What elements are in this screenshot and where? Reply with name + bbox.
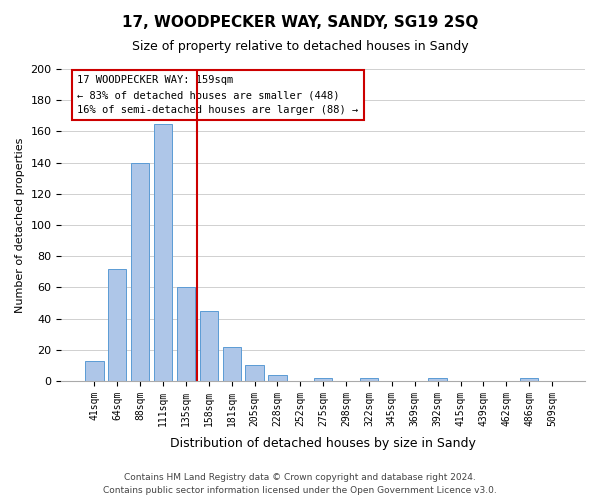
- Bar: [177, 288, 195, 381]
- Bar: [131, 162, 149, 381]
- Bar: [108, 268, 127, 381]
- Bar: [520, 378, 538, 381]
- Bar: [154, 124, 172, 381]
- Bar: [223, 346, 241, 381]
- Text: 17, WOODPECKER WAY, SANDY, SG19 2SQ: 17, WOODPECKER WAY, SANDY, SG19 2SQ: [122, 15, 478, 30]
- Text: 17 WOODPECKER WAY: 159sqm
← 83% of detached houses are smaller (448)
16% of semi: 17 WOODPECKER WAY: 159sqm ← 83% of detac…: [77, 75, 358, 115]
- Bar: [85, 360, 104, 381]
- Bar: [314, 378, 332, 381]
- X-axis label: Distribution of detached houses by size in Sandy: Distribution of detached houses by size …: [170, 437, 476, 450]
- Bar: [268, 374, 287, 381]
- Bar: [360, 378, 378, 381]
- Bar: [200, 310, 218, 381]
- Y-axis label: Number of detached properties: Number of detached properties: [15, 138, 25, 312]
- Text: Size of property relative to detached houses in Sandy: Size of property relative to detached ho…: [131, 40, 469, 53]
- Bar: [245, 366, 264, 381]
- Text: Contains HM Land Registry data © Crown copyright and database right 2024.
Contai: Contains HM Land Registry data © Crown c…: [103, 474, 497, 495]
- Bar: [428, 378, 447, 381]
